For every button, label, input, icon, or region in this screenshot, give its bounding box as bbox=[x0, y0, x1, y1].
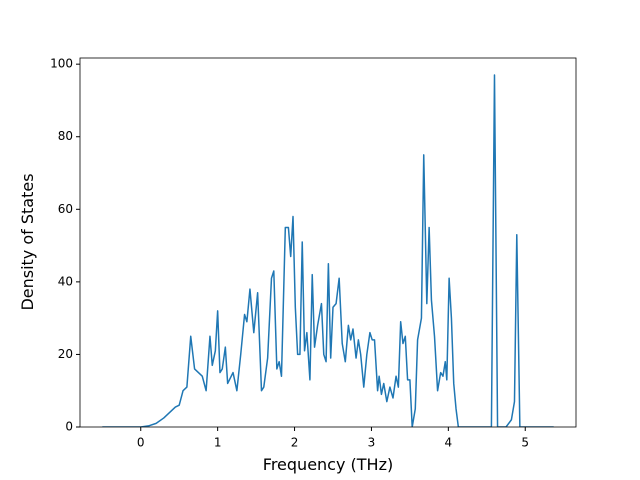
x-tick-label: 4 bbox=[445, 436, 453, 450]
plot-frame bbox=[79, 57, 577, 428]
line-series bbox=[102, 74, 554, 427]
x-tick-label: 3 bbox=[368, 436, 376, 450]
x-tick-label: 2 bbox=[291, 436, 299, 450]
y-axis-label: Density of States bbox=[18, 173, 37, 310]
y-tick-label: 60 bbox=[58, 202, 73, 216]
x-tick-label: 1 bbox=[214, 436, 222, 450]
y-tick-label: 80 bbox=[58, 129, 73, 143]
x-tick-label: 5 bbox=[521, 436, 529, 450]
x-axis-label: Frequency (THz) bbox=[263, 455, 393, 474]
y-tick-label: 0 bbox=[65, 420, 73, 434]
y-tick-label: 40 bbox=[58, 274, 73, 288]
y-tick-label: 100 bbox=[50, 57, 73, 71]
y-tick-label: 20 bbox=[58, 347, 73, 361]
x-tick-label: 0 bbox=[137, 436, 145, 450]
